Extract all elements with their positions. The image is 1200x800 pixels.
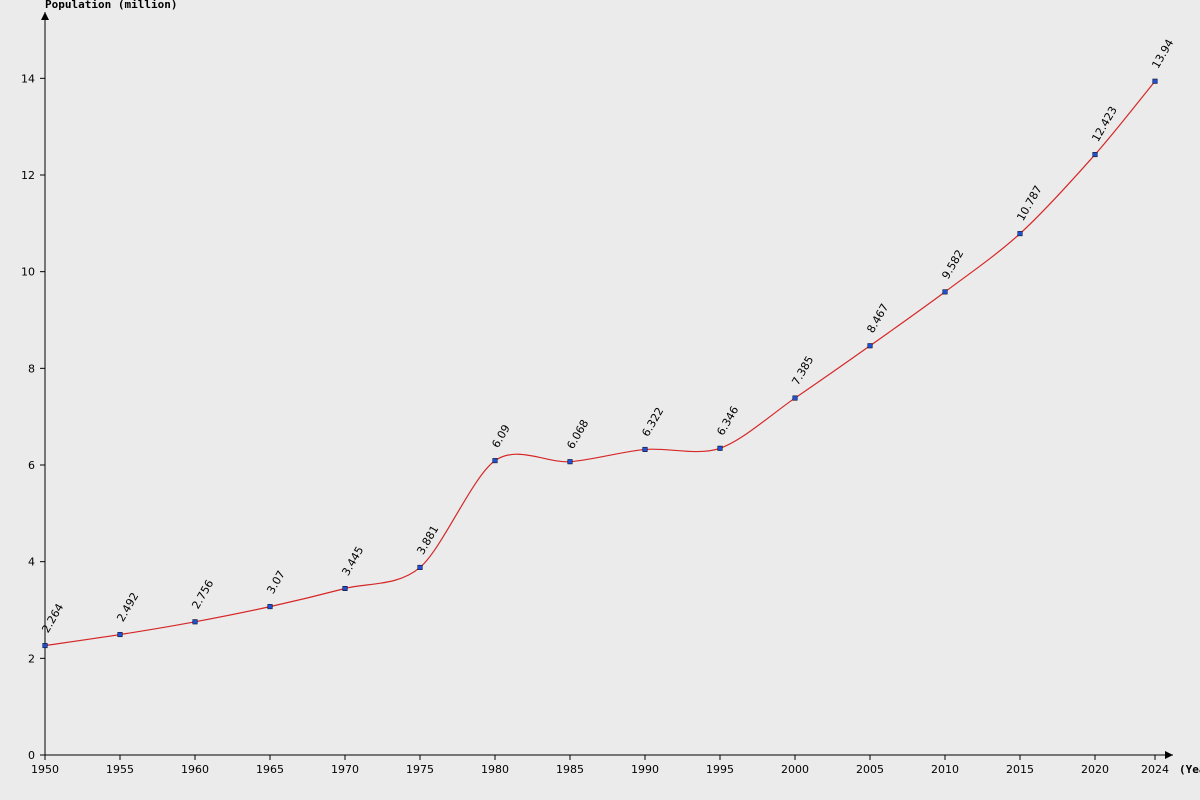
y-tick-label: 8 <box>28 362 35 375</box>
data-marker <box>1093 152 1098 157</box>
x-tick-label: 1975 <box>406 763 434 776</box>
x-tick-label: 2024 <box>1141 763 1169 776</box>
y-tick-label: 12 <box>21 169 35 182</box>
data-marker <box>568 459 573 464</box>
data-marker <box>418 565 423 570</box>
y-tick-label: 4 <box>28 556 35 569</box>
data-marker <box>193 620 198 625</box>
data-marker <box>43 643 48 648</box>
x-axis-title: (Year) <box>1179 763 1200 776</box>
data-marker <box>118 632 123 637</box>
y-tick-label: 2 <box>28 652 35 665</box>
y-axis-title: Population (million) <box>45 0 177 11</box>
data-marker <box>793 396 798 401</box>
x-tick-label: 2015 <box>1006 763 1034 776</box>
x-tick-label: 1955 <box>106 763 134 776</box>
x-tick-label: 1965 <box>256 763 284 776</box>
data-marker <box>343 586 348 591</box>
x-tick-label: 2005 <box>856 763 884 776</box>
y-tick-label: 14 <box>21 72 35 85</box>
data-marker <box>718 446 723 451</box>
data-marker <box>1153 79 1158 84</box>
data-marker <box>868 344 873 349</box>
data-marker <box>643 447 648 452</box>
y-tick-label: 10 <box>21 266 35 279</box>
x-tick-label: 1985 <box>556 763 584 776</box>
data-marker <box>1018 231 1023 236</box>
data-marker <box>493 458 498 463</box>
x-tick-label: 1960 <box>181 763 209 776</box>
x-tick-label: 1980 <box>481 763 509 776</box>
x-tick-label: 2010 <box>931 763 959 776</box>
x-tick-label: 1970 <box>331 763 359 776</box>
chart-background <box>0 0 1200 800</box>
x-tick-label: 2000 <box>781 763 809 776</box>
x-tick-label: 1950 <box>31 763 59 776</box>
y-tick-label: 0 <box>28 749 35 762</box>
y-tick-label: 6 <box>28 459 35 472</box>
population-line-chart: 1950 1955 1960 1965 1970 1975 1980 1985 1990 1995… <box>0 0 1200 800</box>
x-tick-label: 1990 <box>631 763 659 776</box>
data-marker <box>943 290 948 295</box>
x-tick-label: 2020 <box>1081 763 1109 776</box>
data-marker <box>268 604 273 609</box>
x-tick-label: 1995 <box>706 763 734 776</box>
